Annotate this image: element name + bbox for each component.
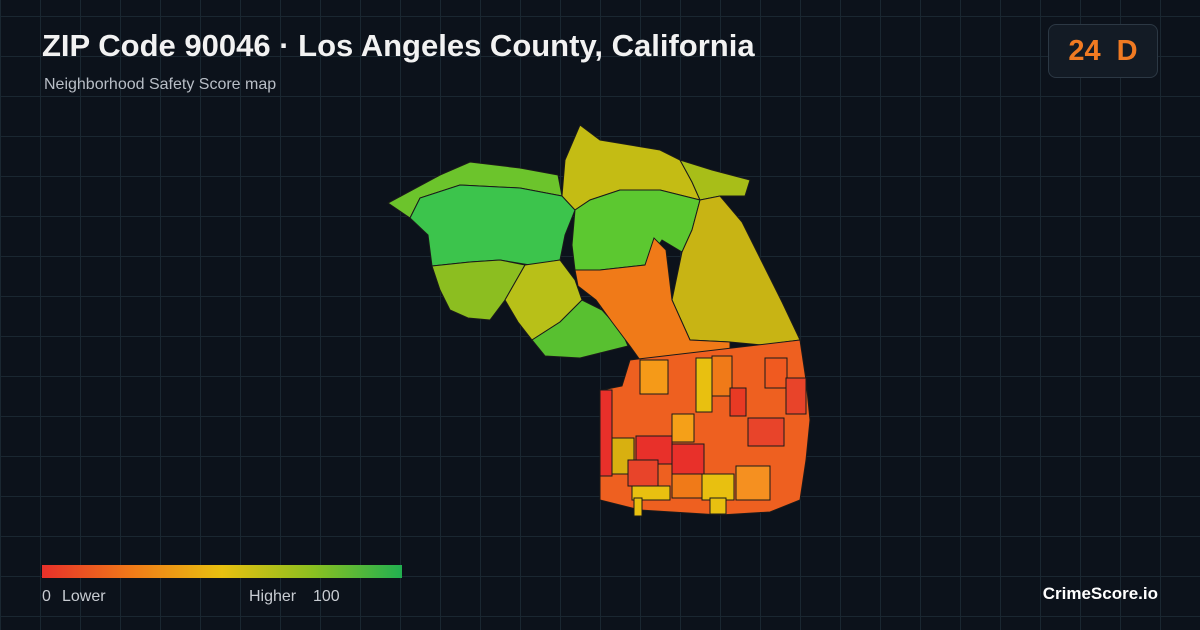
region xyxy=(701,473,735,501)
region xyxy=(671,413,695,443)
region xyxy=(639,359,669,395)
region xyxy=(631,485,671,501)
region xyxy=(635,435,673,465)
legend-scale xyxy=(42,565,402,578)
legend-min: 0 xyxy=(42,588,51,605)
legend-max-label: Higher xyxy=(249,588,297,605)
region xyxy=(764,357,788,389)
region xyxy=(431,259,526,321)
subtitle: Neighborhood Safety Score map xyxy=(44,76,277,93)
region xyxy=(678,159,751,201)
region xyxy=(711,355,733,397)
region xyxy=(409,184,576,267)
legend-min-label: Lower xyxy=(62,588,106,605)
score-badge: 24 D xyxy=(1048,24,1158,78)
score-grade: D xyxy=(1116,34,1138,67)
region xyxy=(729,387,747,417)
region xyxy=(671,443,705,475)
region xyxy=(574,237,731,361)
region xyxy=(709,497,727,515)
title: ZIP Code 90046 · Los Angeles County, Cal… xyxy=(42,28,755,63)
region xyxy=(695,357,713,413)
brand: CrimeScore.io xyxy=(1042,584,1158,603)
region xyxy=(671,473,703,499)
region xyxy=(785,377,807,415)
region xyxy=(747,417,785,447)
legend-max: 100 xyxy=(313,588,340,605)
score-value: 24 xyxy=(1068,34,1101,67)
region xyxy=(633,497,643,517)
region xyxy=(735,465,771,501)
region xyxy=(627,459,659,487)
region xyxy=(599,389,613,477)
